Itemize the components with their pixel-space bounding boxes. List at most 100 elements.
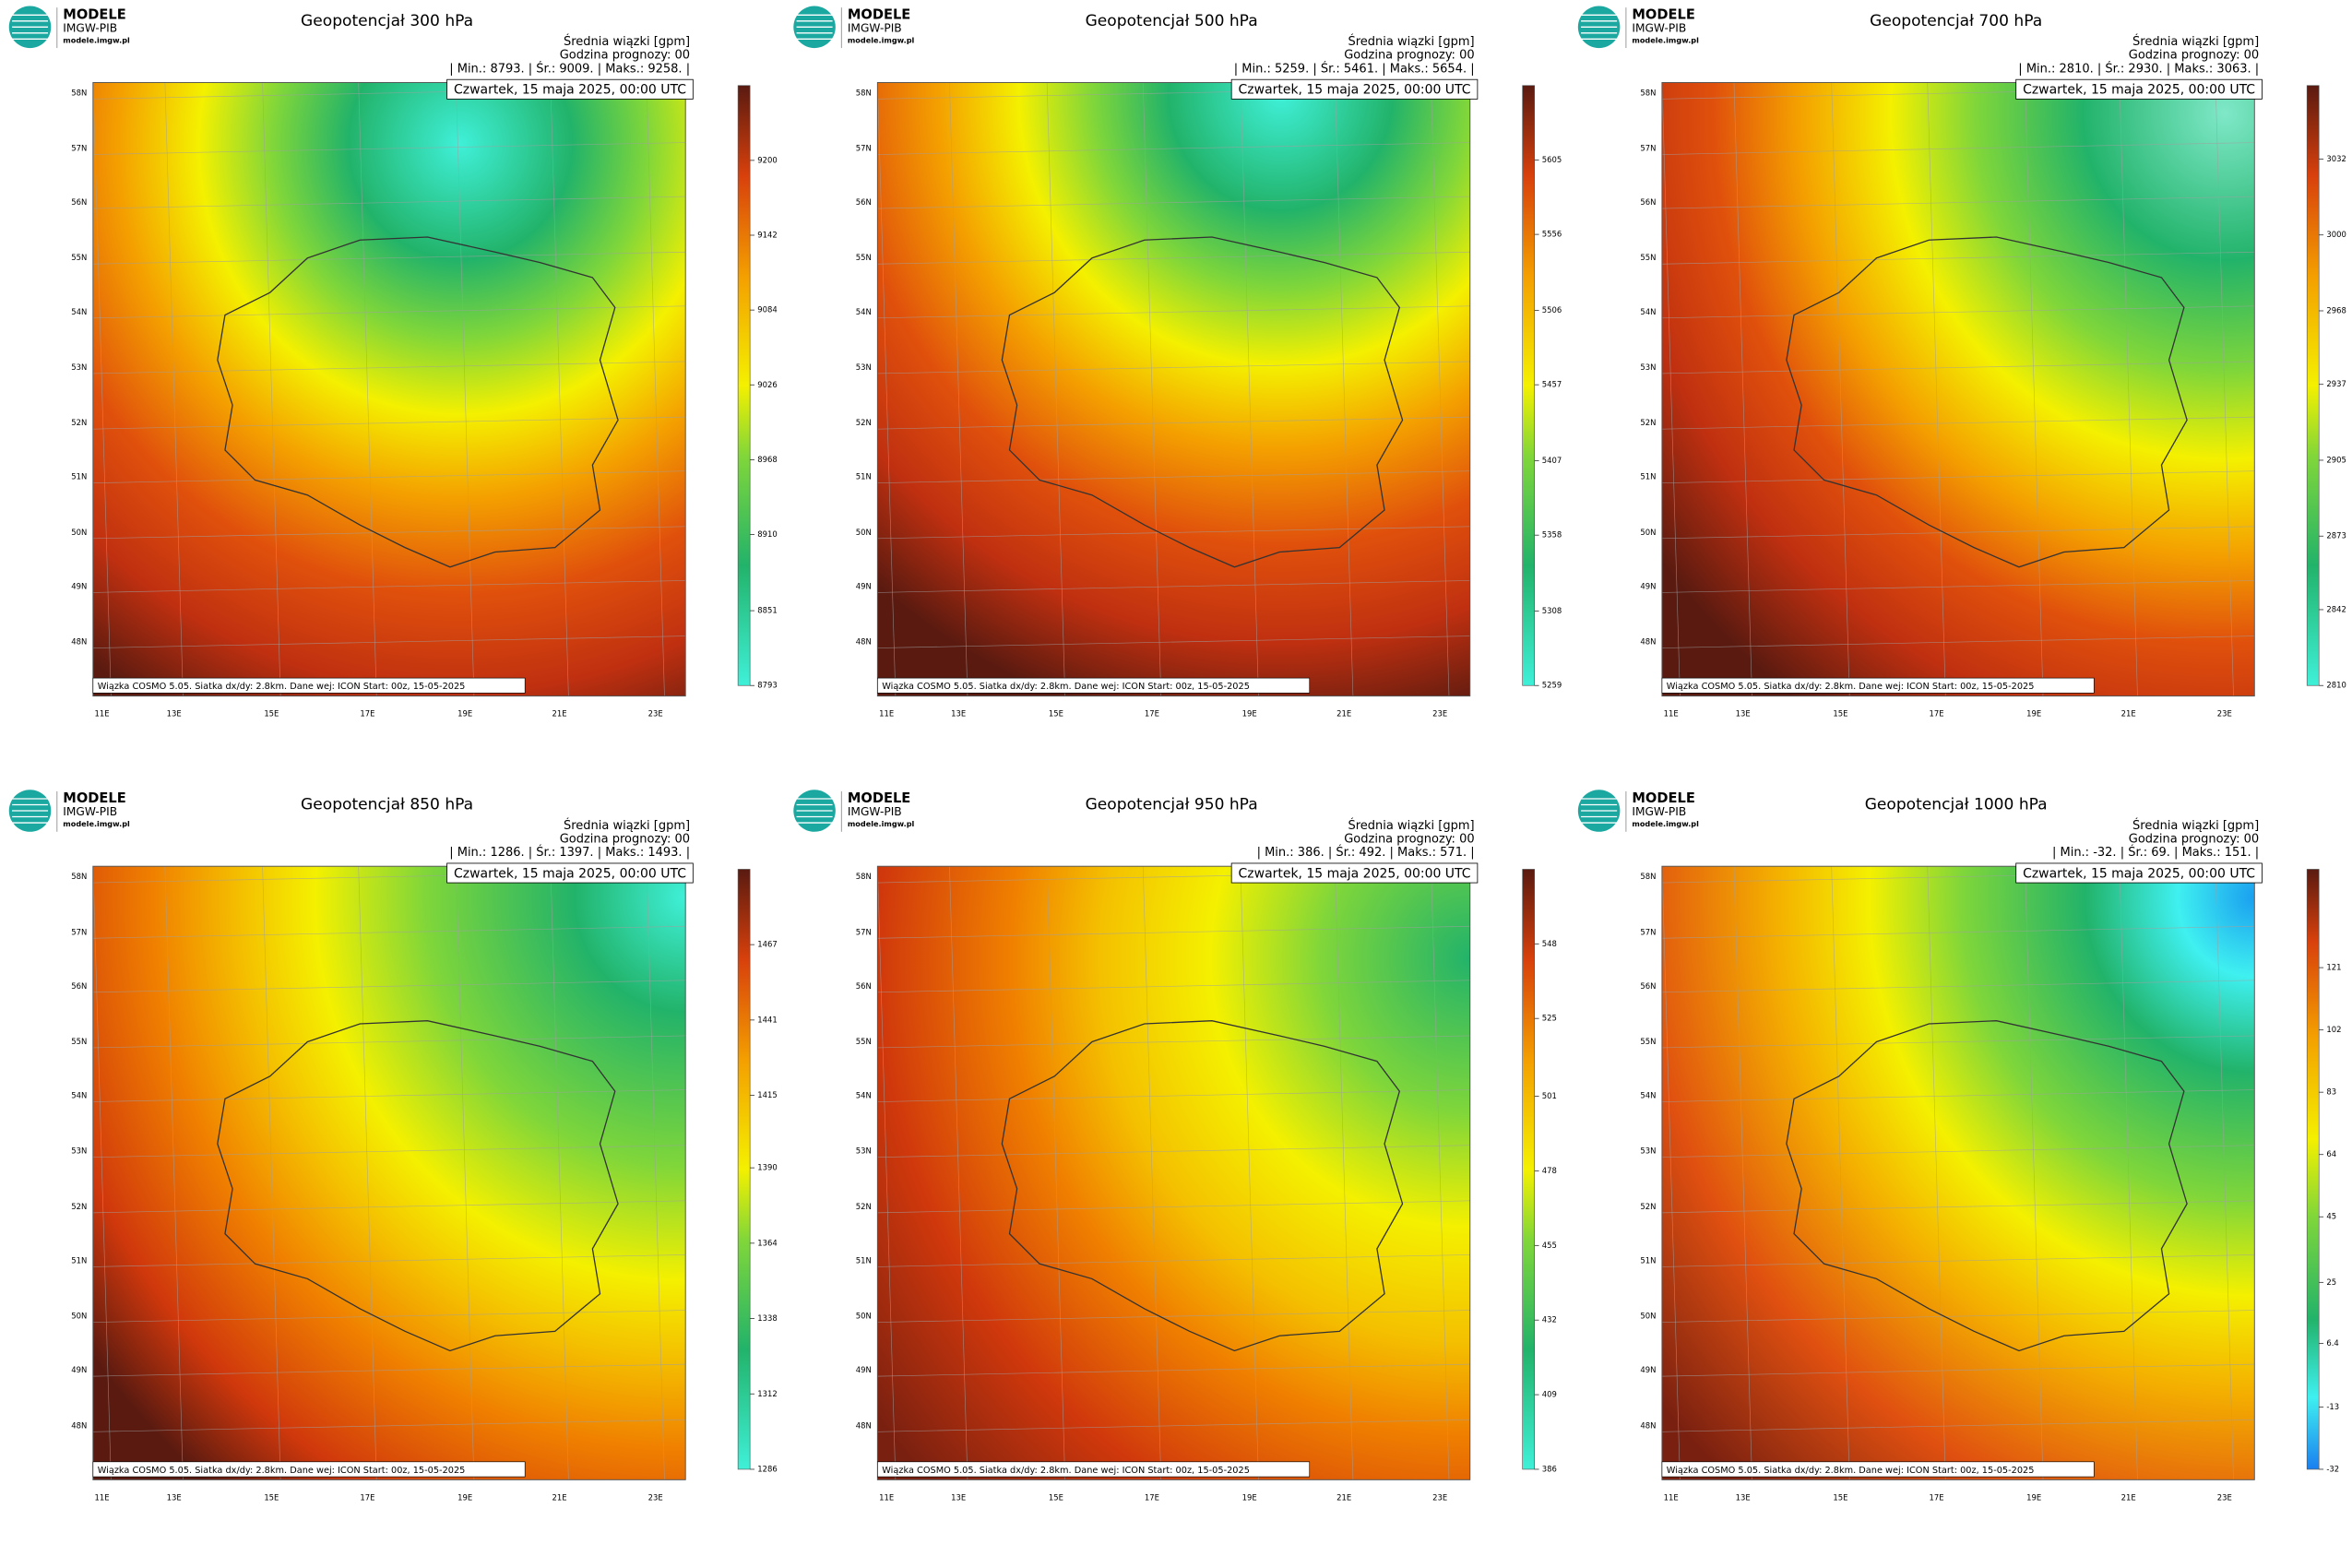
graticule xyxy=(877,580,1470,593)
date-box xyxy=(446,78,694,100)
colorbar-label: 9200 xyxy=(757,155,777,164)
lon-label: 15E xyxy=(1049,709,1063,719)
lat-label: 55N xyxy=(1640,253,1656,262)
date: Czwartek, 15 maja 2025, 00:00 UTC xyxy=(454,866,686,881)
graticule xyxy=(1661,1035,2255,1049)
lat-label: 52N xyxy=(1640,418,1656,427)
lat-label: 52N xyxy=(856,418,872,427)
graticule xyxy=(1661,1419,2255,1432)
map-field xyxy=(1661,82,2255,696)
lon-label: 13E xyxy=(1736,1492,1751,1502)
colorbar-label: 548 xyxy=(1542,939,1557,948)
graticule xyxy=(1733,866,1752,1480)
lon-label: 15E xyxy=(1833,1492,1847,1502)
graticule xyxy=(877,416,1470,430)
lon-label: 21E xyxy=(2121,1492,2136,1502)
logo-org: IMGW-PIB xyxy=(63,21,117,34)
colorbar-label: 501 xyxy=(1542,1091,1557,1100)
colorbar-label: 5358 xyxy=(1542,530,1562,540)
colorbar-label: 525 xyxy=(1542,1014,1557,1023)
colorbar xyxy=(737,85,751,686)
colorbar-label: 432 xyxy=(1542,1315,1557,1324)
country-border xyxy=(1001,1020,1404,1352)
graticule xyxy=(358,82,377,696)
colorbar-label: 1312 xyxy=(757,1389,777,1398)
logo-url: modele.imgw.pl xyxy=(63,819,130,828)
graticule xyxy=(92,361,686,374)
lat-label: 57N xyxy=(1640,144,1656,153)
lat-label: 50N xyxy=(856,1312,872,1321)
graticule xyxy=(1335,866,1354,1480)
lat-label: 53N xyxy=(71,362,87,372)
lat-label: 52N xyxy=(71,1202,87,1211)
lat-label: 54N xyxy=(71,1091,87,1100)
stats: | Min.: -32. | Śr.: 69. | Maks.: 151. | xyxy=(2052,845,2259,860)
graticule xyxy=(2025,866,2044,1480)
graticule xyxy=(1335,82,1354,696)
graticule xyxy=(1661,925,2255,939)
colorbar-label: -13 xyxy=(2326,1402,2339,1411)
footer: Wiązka COSMO 5.05. Siatka dx/dy: 2.8km. … xyxy=(882,1466,1250,1476)
stats: | Min.: 8793. | Śr.: 9009. | Maks.: 9258… xyxy=(449,61,690,76)
colorbar-label: 1415 xyxy=(757,1090,777,1099)
header: Średnia wiązki [gpm] xyxy=(564,818,690,833)
graticule xyxy=(949,866,968,1480)
lat-label: 48N xyxy=(71,1420,87,1430)
lat-label: 50N xyxy=(1640,1312,1656,1321)
graticule xyxy=(1046,866,1065,1480)
colorbar-label: 5556 xyxy=(1542,230,1562,239)
graticule xyxy=(1661,1089,2255,1102)
lat-label: 58N xyxy=(856,88,872,97)
lat-label: 52N xyxy=(71,418,87,427)
lon-label: 19E xyxy=(2026,709,2041,719)
logo-name: MODELE xyxy=(63,790,125,806)
graticule xyxy=(1431,82,1450,696)
colorbar-label: 2937 xyxy=(2326,379,2346,388)
footer-box xyxy=(1661,1461,2095,1478)
graticule xyxy=(877,1089,1470,1102)
lat-label: 53N xyxy=(856,362,872,372)
colorbar-label: 6.4 xyxy=(2326,1338,2338,1348)
graticule xyxy=(358,866,377,1480)
forecast-hour: Godzina prognozy: 00 xyxy=(1344,832,1474,846)
graticule xyxy=(877,1145,1470,1158)
country-border xyxy=(1001,236,1404,568)
lon-label: 23E xyxy=(648,1492,663,1502)
forecast-hour: Godzina prognozy: 00 xyxy=(1344,49,1474,63)
graticule xyxy=(1142,82,1162,696)
lon-label: 19E xyxy=(457,1492,472,1502)
forecast-hour: Godzina prognozy: 00 xyxy=(560,832,690,846)
lat-label: 52N xyxy=(1640,1202,1656,1211)
graticule xyxy=(262,866,281,1480)
colorbar-label: 5407 xyxy=(1542,456,1562,465)
graticule xyxy=(2119,82,2138,696)
map-field xyxy=(92,866,686,1480)
forecast-hour: Godzina prognozy: 00 xyxy=(2129,832,2259,846)
lon-label: 21E xyxy=(1336,1492,1351,1502)
graticule xyxy=(877,925,1470,939)
lat-label: 51N xyxy=(856,472,872,481)
graticule xyxy=(164,82,184,696)
date-box xyxy=(1230,78,1479,100)
lat-label: 52N xyxy=(856,1202,872,1211)
lat-label: 56N xyxy=(856,197,872,207)
logo-org: IMGW-PIB xyxy=(1632,805,1686,818)
colorbar-label: 5506 xyxy=(1542,305,1562,315)
logo-org: IMGW-PIB xyxy=(848,21,902,34)
lon-label: 19E xyxy=(457,709,472,719)
stats: | Min.: 1286. | Śr.: 1397. | Maks.: 1493… xyxy=(449,845,690,860)
header: Średnia wiązki [gpm] xyxy=(564,34,690,49)
graticule xyxy=(877,251,1470,265)
lat-label: 57N xyxy=(1640,927,1656,936)
colorbar xyxy=(1522,85,1536,686)
lat-label: 53N xyxy=(1640,362,1656,372)
graticule xyxy=(2215,82,2234,696)
lat-label: 53N xyxy=(1640,1146,1656,1156)
lon-label: 17E xyxy=(1929,709,1943,719)
colorbar xyxy=(2306,85,2320,686)
header: Średnia wiązki [gpm] xyxy=(2132,818,2259,833)
graticule xyxy=(1431,866,1450,1480)
lon-label: 13E xyxy=(167,709,182,719)
